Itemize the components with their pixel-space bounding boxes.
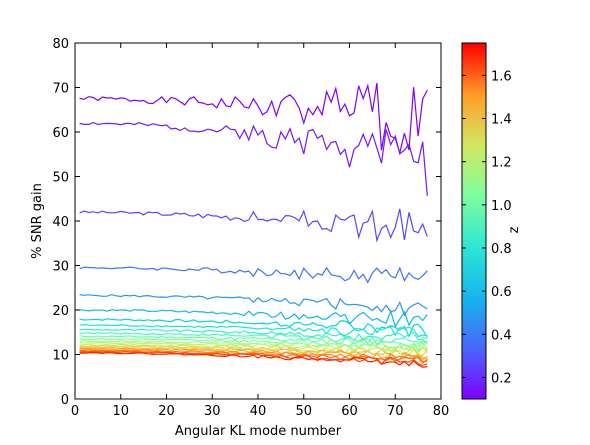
colorbar-tick-label: 0.2	[491, 371, 512, 386]
x-axis-label: Angular KL mode number	[175, 424, 342, 439]
series-layer	[79, 82, 428, 368]
y-tick-label: 10	[52, 349, 69, 364]
x-tick-label: 80	[433, 404, 450, 419]
x-ticks: 0 10 20 30 40 50 60 70 80	[71, 43, 449, 419]
y-tick-label: 70	[52, 82, 69, 97]
y-tick-label: 60	[52, 126, 69, 141]
y-tick-label: 0	[61, 393, 69, 408]
series-line-z-0.1	[79, 82, 428, 156]
series-line-z-0.8	[79, 323, 428, 338]
y-tick-label: 30	[52, 260, 69, 275]
series-line-z-0.6	[79, 309, 428, 329]
colorbar-tick-label: 1.2	[491, 156, 512, 171]
colorbar-ticks: 0.2 0.4 0.6 0.8 1.0 1.2 1.4 1.6	[462, 69, 512, 386]
colorbar-tick-label: 1.0	[491, 199, 512, 214]
colorbar-tick-label: 0.6	[491, 285, 512, 300]
colorbar-label: z	[507, 226, 522, 233]
series-line-z-1.75	[79, 351, 428, 368]
series-line-z-0.5	[79, 294, 428, 317]
series-line-z-0.3	[79, 208, 428, 243]
y-tick-label: 20	[52, 304, 69, 319]
x-tick-label: 0	[71, 404, 79, 419]
y-tick-label: 80	[52, 37, 69, 52]
colorbar: 0.2 0.4 0.6 0.8 1.0 1.2 1.4 1.6 z	[461, 42, 522, 400]
series-line-z-1.45	[79, 346, 428, 360]
series-line-z-1.2	[79, 337, 428, 352]
x-tick-label: 10	[112, 404, 129, 419]
colorbar-tick-label: 1.6	[491, 69, 512, 84]
series-line-z-0.7	[79, 318, 428, 338]
series-line-z-1.1	[79, 335, 428, 352]
x-tick-label: 60	[341, 404, 358, 419]
series-line-z-0.4	[79, 266, 428, 284]
x-tick-label: 20	[158, 404, 175, 419]
series-line-z-1.3	[79, 341, 428, 355]
series-line-z-1.35	[79, 343, 428, 356]
y-axis-label: % SNR gain	[30, 183, 45, 259]
x-tick-label: 40	[250, 404, 267, 419]
x-tick-label: 50	[295, 404, 312, 419]
plot-area: 0 10 20 30 40 50 60 70 80 0 10 20 30 40 50 60 70 80	[52, 37, 449, 419]
colorbar-tick-label: 0.4	[491, 328, 512, 343]
series-line-z-0.9	[79, 328, 428, 345]
series-line-z-0.2	[79, 121, 428, 196]
colorbar-gradient	[461, 42, 487, 400]
x-tick-label: 70	[387, 404, 404, 419]
y-ticks: 0 10 20 30 40 50 60 70 80	[52, 37, 441, 408]
colorbar-tick-label: 1.4	[491, 113, 512, 128]
series-line-z-1	[79, 331, 428, 346]
y-tick-label: 50	[52, 171, 69, 186]
y-tick-label: 40	[52, 215, 69, 230]
series-line-z-1.25	[79, 340, 428, 353]
colorbar-tick-label: 0.8	[491, 242, 512, 257]
x-tick-label: 30	[204, 404, 221, 419]
